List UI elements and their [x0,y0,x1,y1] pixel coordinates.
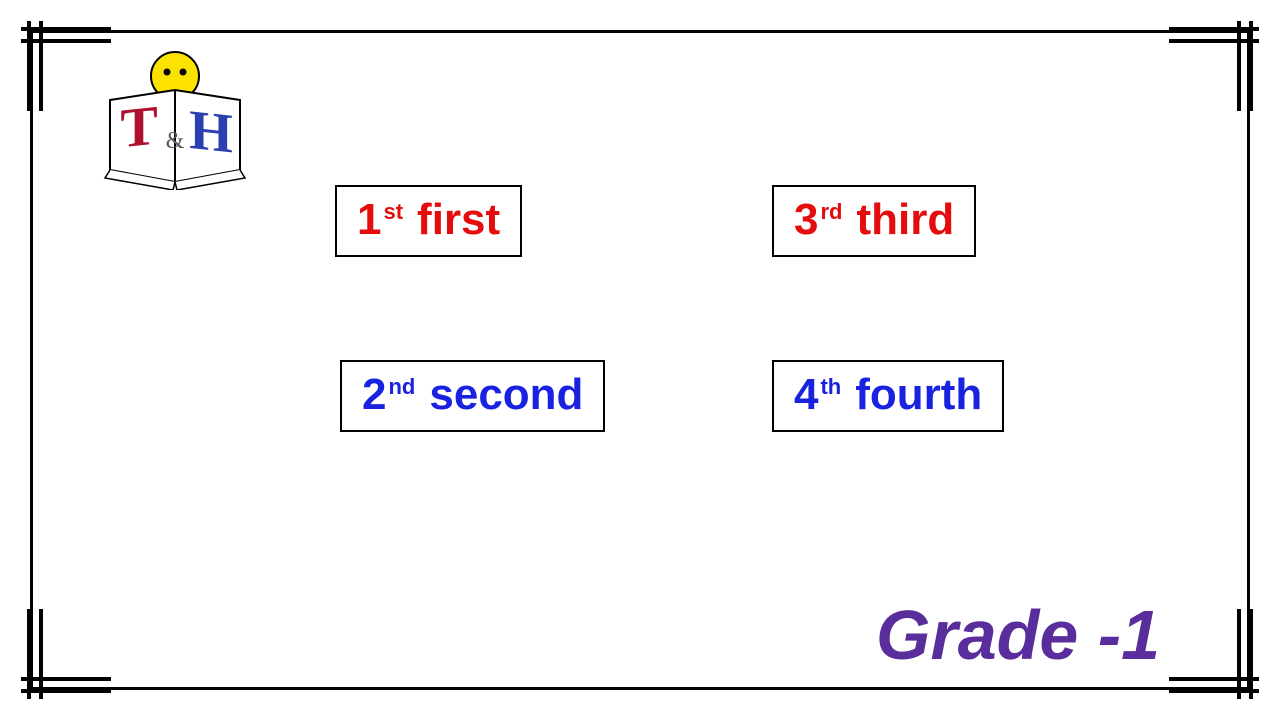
corner-decoration [1169,609,1259,699]
logo-letter-h: H [189,99,233,165]
ordinal-suffix: st [383,199,403,225]
ordinal-digit: 2 [362,370,386,420]
ordinal-box-third: 3 rd third [772,185,976,257]
ordinal-number: 1 st [357,195,403,245]
ordinal-box-second: 2 nd second [340,360,605,432]
ordinal-suffix: th [820,374,841,400]
ordinal-number: 4 th [794,370,841,420]
ordinal-digit: 3 [794,195,818,245]
ordinal-suffix: rd [820,199,842,225]
ordinal-box-fourth: 4 th fourth [772,360,1004,432]
ordinal-word: first [417,195,500,245]
ordinal-word: second [429,370,583,420]
ordinal-suffix: nd [388,374,415,400]
ordinal-digit: 4 [794,370,818,420]
logo-ampersand: & [166,128,185,154]
corner-decoration [1169,21,1259,111]
ordinal-digit: 1 [357,195,381,245]
logo-letter-t: T [120,95,157,161]
ordinal-box-first: 1 st first [335,185,522,257]
ordinal-word: fourth [855,370,982,420]
th-book-logo: T & H [95,50,255,190]
corner-decoration [21,609,111,699]
ordinal-number: 3 rd [794,195,842,245]
ordinal-number: 2 nd [362,370,415,420]
ordinal-word: third [856,195,954,245]
grade-label: Grade -1 [876,595,1160,675]
